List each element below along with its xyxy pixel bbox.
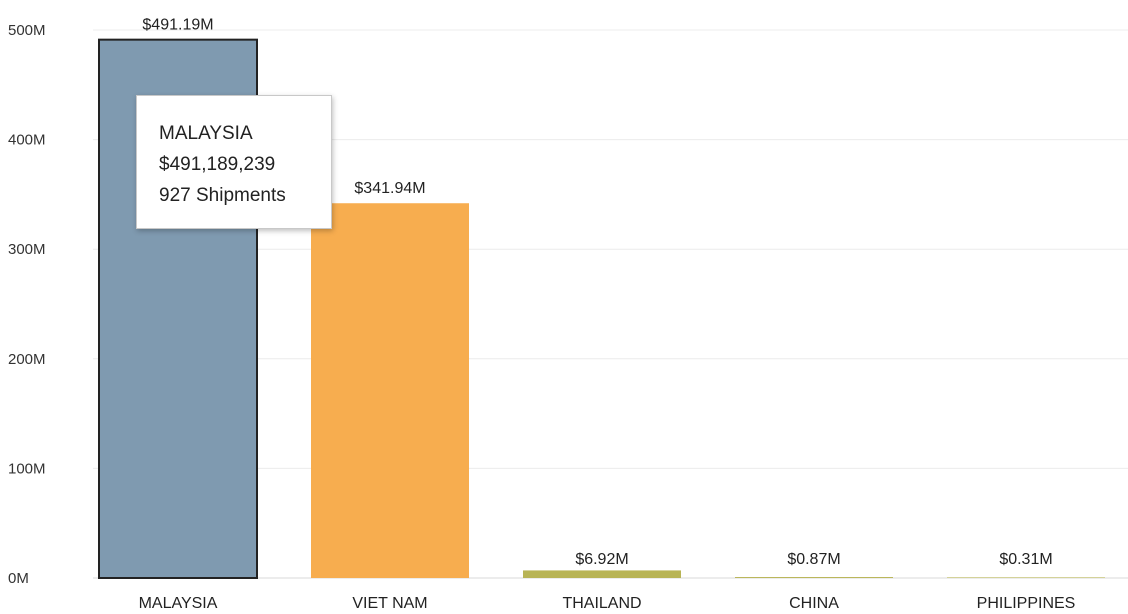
bar-china[interactable] bbox=[735, 577, 893, 578]
bar-value-label: $491.19M bbox=[142, 17, 213, 34]
bar-viet-nam[interactable] bbox=[311, 203, 469, 578]
y-tick-label: 400M bbox=[8, 132, 46, 149]
tooltip-shipments: 927 Shipments bbox=[159, 185, 286, 206]
bar-value-label: $0.31M bbox=[999, 551, 1052, 568]
y-tick-label: 100M bbox=[8, 460, 46, 477]
bar-value-label: $6.92M bbox=[575, 551, 628, 568]
x-category-label: PHILIPPINES bbox=[977, 595, 1076, 612]
bar-value-label: $0.87M bbox=[787, 551, 840, 568]
y-tick-label: 200M bbox=[8, 351, 46, 368]
tooltip-value: $491,189,239 bbox=[159, 154, 276, 175]
x-category-label: THAILAND bbox=[562, 595, 641, 612]
x-category-label: MALAYSIA bbox=[139, 595, 218, 612]
tooltip-country: MALAYSIA bbox=[159, 123, 253, 144]
bar-philippines[interactable] bbox=[947, 577, 1105, 578]
x-category-label: VIET NAM bbox=[352, 595, 427, 612]
y-tick-label: 300M bbox=[8, 241, 46, 258]
y-tick-label: 500M bbox=[8, 22, 46, 39]
chart-tooltip: MALAYSIA $491,189,239 927 Shipments bbox=[136, 95, 332, 229]
x-category-label: CHINA bbox=[789, 595, 839, 612]
bar-thailand[interactable] bbox=[523, 570, 681, 578]
y-tick-label: 0M bbox=[8, 570, 29, 587]
bar-value-label: $341.94M bbox=[354, 180, 425, 197]
